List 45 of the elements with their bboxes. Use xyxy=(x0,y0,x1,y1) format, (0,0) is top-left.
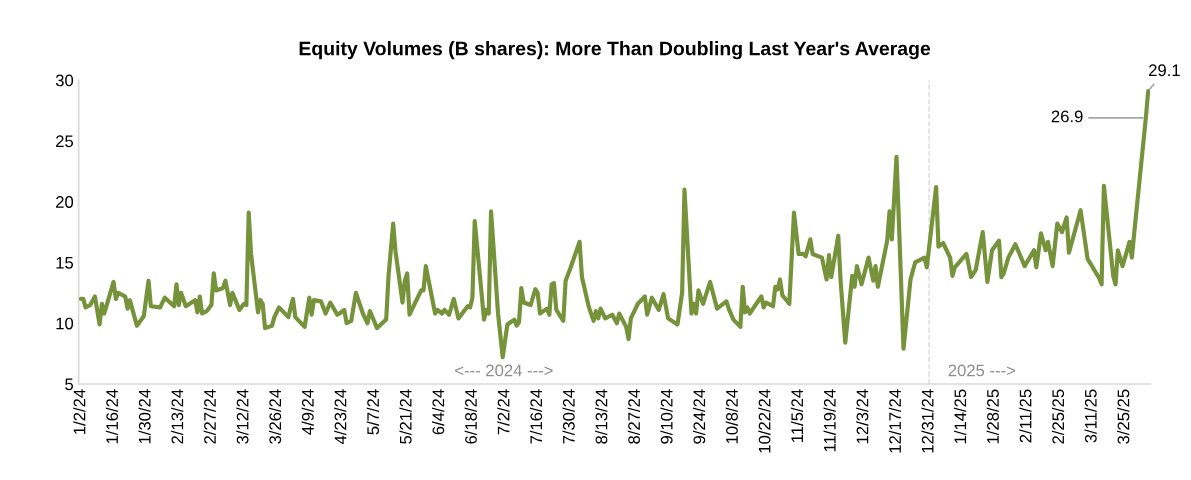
x-tick-label: 2/11/25 xyxy=(1019,389,1032,443)
x-tick-label: 6/4/24 xyxy=(432,389,445,435)
x-tick-label: 1/16/24 xyxy=(105,389,119,444)
x-tick-label: 12/31/24 xyxy=(921,389,934,453)
y-tick-label: 5 xyxy=(65,378,74,391)
x-tick-label: 3/25/25 xyxy=(1117,389,1130,444)
annotation: <--- 2024 ---> xyxy=(455,364,553,377)
x-tick-label: 1/2/24 xyxy=(73,389,86,434)
x-tick-label: 7/2/24 xyxy=(497,389,510,435)
x-tick-label: 2/25/25 xyxy=(1051,389,1065,444)
y-tick-label: 25 xyxy=(56,135,74,148)
x-tick-label: 11/19/24 xyxy=(823,389,836,452)
annotation: 26.9 xyxy=(1051,110,1083,123)
x-tick-label: 5/7/24 xyxy=(366,389,380,435)
x-tick-label: 2/13/24 xyxy=(171,389,184,444)
annotation: 2025 ---> xyxy=(948,364,1016,377)
x-tick-label: 4/9/24 xyxy=(301,389,314,435)
x-tick-label: 3/11/25 xyxy=(1084,389,1097,443)
x-tick-label: 9/10/24 xyxy=(660,389,673,444)
x-tick-label: 3/12/24 xyxy=(236,389,249,444)
x-tick-label: 12/17/24 xyxy=(888,389,901,453)
x-tick-label: 10/22/24 xyxy=(758,389,771,453)
annotation: 29.1 xyxy=(1149,64,1180,77)
x-tick-label: 5/21/24 xyxy=(399,389,412,444)
x-tick-label: 4/23/24 xyxy=(334,389,347,445)
x-tick-label: 12/3/24 xyxy=(856,389,869,444)
x-tick-label: 10/8/24 xyxy=(725,389,738,444)
x-tick-label: 7/16/24 xyxy=(529,389,543,444)
y-tick-label: 15 xyxy=(56,257,74,269)
x-tick-label: 6/18/24 xyxy=(464,389,477,444)
chart-title: Equity Volumes (B shares): More Than Doubling Last Year's Average xyxy=(299,41,931,60)
x-tick-label: 3/26/24 xyxy=(268,389,282,444)
x-tick-label: 1/14/25 xyxy=(953,389,967,444)
y-tick-label: 20 xyxy=(56,196,74,208)
y-tick-label: 10 xyxy=(56,317,74,330)
line-series xyxy=(78,89,1151,360)
x-tick-label: 1/28/25 xyxy=(986,389,999,444)
x-tick-label: 8/13/24 xyxy=(595,389,608,444)
x-tick-label: 11/5/24 xyxy=(790,389,804,442)
x-tick-label: 8/27/24 xyxy=(627,389,640,444)
x-tick-label: 7/30/24 xyxy=(562,389,575,444)
x-tick-label: 1/30/24 xyxy=(138,389,151,444)
y-tick-label: 30 xyxy=(55,74,74,87)
x-tick-label: 9/24/24 xyxy=(693,389,706,444)
x-tick-label: 2/27/24 xyxy=(203,389,216,444)
